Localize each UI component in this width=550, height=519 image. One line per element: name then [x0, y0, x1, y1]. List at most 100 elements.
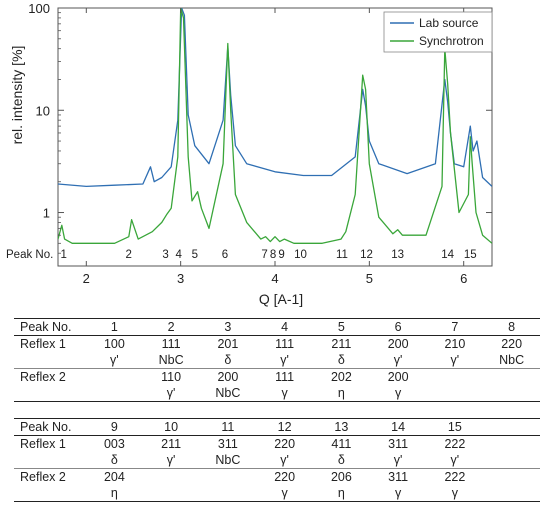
table-header-row: Peak No. 1 2 3 4 5 6 7 8	[14, 318, 540, 336]
table-cell: 222	[426, 468, 484, 485]
table-cell	[142, 485, 200, 502]
table-cell	[142, 468, 200, 485]
table-cell: 111	[256, 368, 313, 385]
series-line-synchrotron	[58, 8, 492, 244]
x-tick-label: 4	[271, 271, 278, 286]
table-cell	[483, 452, 540, 469]
table-cell	[483, 485, 540, 502]
table-row: Reflex 2 110 200 111 202 200	[14, 368, 540, 385]
reflex-table-2: Peak No. 9 10 11 12 13 14 15 Reflex 1 00…	[14, 418, 540, 502]
table-cell	[14, 352, 86, 369]
table-cell: 4	[256, 318, 313, 336]
peak-number-label: 3	[162, 249, 168, 261]
table-cell: Reflex 1	[20, 337, 66, 351]
table-cell: γ'	[110, 353, 119, 367]
x-tick-label: 5	[366, 271, 373, 286]
table-cell	[86, 385, 143, 402]
table-row: Reflex 1 003 211 311 220 411 311 222	[14, 436, 540, 453]
table-cell: Reflex 2	[14, 368, 86, 385]
table-cell: NbC	[158, 353, 184, 367]
y-tick-label: 100	[28, 1, 50, 16]
table-cell: 11	[199, 418, 257, 436]
table-cell: γ'	[393, 353, 403, 367]
table-cell: 311	[388, 437, 409, 451]
table-cell: η	[313, 485, 370, 502]
table-cell: 12	[256, 418, 313, 436]
table-cell	[426, 368, 484, 385]
table-cell: 211	[331, 337, 352, 351]
table-cell	[199, 468, 257, 485]
table-row: η γ η γ γ	[14, 485, 540, 502]
legend-lab-label: Lab source	[419, 16, 479, 30]
peak-number-label: 2	[126, 249, 132, 261]
table-row: γ' NbC δ γ' δ γ' γ' NbC	[14, 352, 540, 369]
table-cell: γ'	[393, 453, 403, 467]
reflex-table-1: Peak No. 1 2 3 4 5 6 7 8 Reflex 1 100 11…	[14, 318, 540, 402]
table-cell: η	[313, 385, 370, 402]
table-cell: 10	[142, 418, 200, 436]
legend: Lab source Synchrotron	[383, 11, 493, 53]
table-cell: 3	[199, 318, 257, 336]
table-cell: 220	[256, 468, 313, 485]
table-cell: 211	[161, 437, 182, 451]
table-cell: γ'	[166, 453, 176, 467]
peak-number-label: 4	[176, 249, 183, 261]
table-cell: 2	[142, 318, 200, 336]
legend-box	[383, 11, 493, 53]
table-cell: γ'	[280, 453, 289, 467]
legend-synchrotron-label: Synchrotron	[419, 34, 484, 48]
peak-number-label: 9	[278, 249, 284, 261]
peak-number-label: 1	[60, 249, 66, 261]
table-cell: 206	[313, 468, 370, 485]
table-cell	[483, 468, 540, 485]
table-cell: 100	[103, 337, 125, 351]
table-cell	[483, 385, 540, 402]
table-row: δ γ' NbC γ' δ γ' γ'	[14, 452, 540, 469]
table-cell	[426, 385, 484, 402]
table-cell: 201	[217, 337, 239, 351]
table-cell: 8	[483, 318, 540, 336]
table-row: γ' NbC γ η γ	[14, 385, 540, 402]
table-cell: Reflex 2	[14, 468, 86, 485]
table-cell: γ'	[450, 353, 460, 367]
peak-number-label: 11	[336, 249, 348, 261]
peak-row-label: Peak No.	[6, 249, 53, 261]
peak-number-label: 6	[222, 249, 228, 261]
peak-number-label: 14	[441, 249, 454, 261]
table-cell	[483, 368, 540, 385]
table-cell: Peak No.	[14, 418, 86, 436]
x-tick-label: 3	[177, 271, 184, 286]
table-cell: γ	[369, 485, 427, 502]
table-cell: γ	[256, 385, 313, 402]
table-cell	[483, 418, 540, 436]
table-cell: η	[86, 485, 143, 502]
y-tick-label: 1	[43, 206, 50, 221]
peak-labels-layer: Peak No. 1 2 3 4 5 6 7 8 9 10 11 12 13 14 15	[6, 249, 477, 261]
table-cell: 200	[199, 368, 257, 385]
table-cell	[86, 368, 143, 385]
table-cell: 111	[161, 337, 181, 351]
table-cell: 7	[426, 318, 484, 336]
peak-number-label: 15	[464, 249, 477, 261]
table-cell: γ'	[142, 385, 200, 402]
y-axis-label: rel. intensity [%]	[9, 46, 25, 145]
table-cell: NbC	[215, 453, 241, 467]
table-cell: NbC	[499, 353, 525, 367]
table-cell: δ	[337, 453, 345, 467]
peak-number-label: 10	[294, 249, 307, 261]
x-tick-label: 6	[460, 271, 467, 286]
table-cell: δ	[337, 353, 345, 367]
table-cell: γ'	[280, 353, 289, 367]
table-cell: δ	[110, 453, 118, 467]
table-cell	[14, 485, 86, 502]
table-cell: 110	[142, 368, 200, 385]
table-cell: 210	[444, 337, 466, 351]
table-cell: 311	[217, 437, 238, 451]
table-cell: 200	[369, 368, 427, 385]
table-cell: NbC	[199, 385, 257, 402]
table-cell: Peak No.	[14, 318, 86, 336]
table-cell	[14, 452, 86, 469]
x-tick-label: 2	[83, 271, 90, 286]
y-tick-label: 10	[36, 103, 50, 118]
